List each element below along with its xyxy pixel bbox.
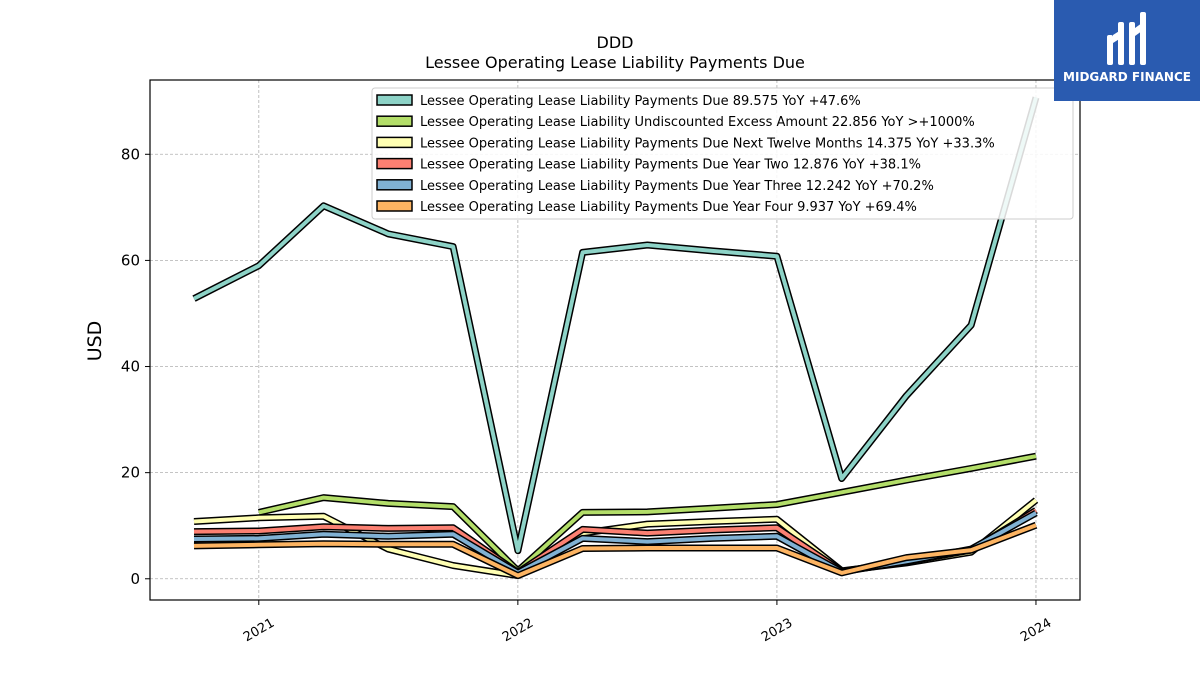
chart-title: DDD bbox=[597, 33, 634, 52]
y-tick-label: 80 bbox=[121, 145, 140, 163]
legend-label: Lessee Operating Lease Liability Payment… bbox=[420, 136, 995, 151]
y-tick-label: 40 bbox=[121, 358, 140, 376]
plot-frame bbox=[149, 79, 1081, 601]
y-tick-label: 20 bbox=[121, 464, 140, 482]
legend-label: Lessee Operating Lease Liability Payment… bbox=[420, 179, 934, 194]
chart-subtitle: Lessee Operating Lease Liability Payment… bbox=[425, 53, 805, 72]
legend-swatch bbox=[376, 94, 413, 106]
y-tick-label: 60 bbox=[121, 251, 140, 269]
series-lines bbox=[192, 96, 1040, 580]
legend-label: Lessee Operating Lease Liability Undisco… bbox=[420, 115, 975, 130]
brand-mark-icon bbox=[1107, 12, 1146, 65]
brand-name: MIDGARD FINANCE bbox=[1063, 70, 1191, 84]
brand-logo-background bbox=[1054, 0, 1200, 101]
legend-label: Lessee Operating Lease Liability Payment… bbox=[420, 200, 917, 215]
series-line-stroke bbox=[193, 523, 1037, 578]
brand-logo: MIDGARD FINANCE bbox=[1054, 0, 1200, 101]
legend-swatch bbox=[376, 179, 413, 191]
series-line bbox=[193, 521, 1038, 580]
series-line bbox=[192, 96, 1040, 555]
legend-swatch bbox=[376, 136, 413, 149]
series-line bbox=[258, 452, 1037, 575]
y-axis-label: USD bbox=[84, 321, 106, 362]
legend-swatch bbox=[376, 157, 413, 170]
legend-swatch bbox=[376, 200, 413, 212]
legend-swatch bbox=[376, 115, 413, 127]
legend: Lessee Operating Lease Liability Payment… bbox=[371, 87, 1074, 220]
series-line-stroke bbox=[258, 454, 1037, 573]
legend-box bbox=[371, 87, 1074, 220]
legend-label: Lessee Operating Lease Liability Payment… bbox=[420, 158, 921, 173]
legend-label: Lessee Operating Lease Liability Payment… bbox=[420, 94, 861, 109]
y-tick-label: 0 bbox=[130, 570, 140, 588]
series-line-stroke bbox=[193, 96, 1038, 553]
